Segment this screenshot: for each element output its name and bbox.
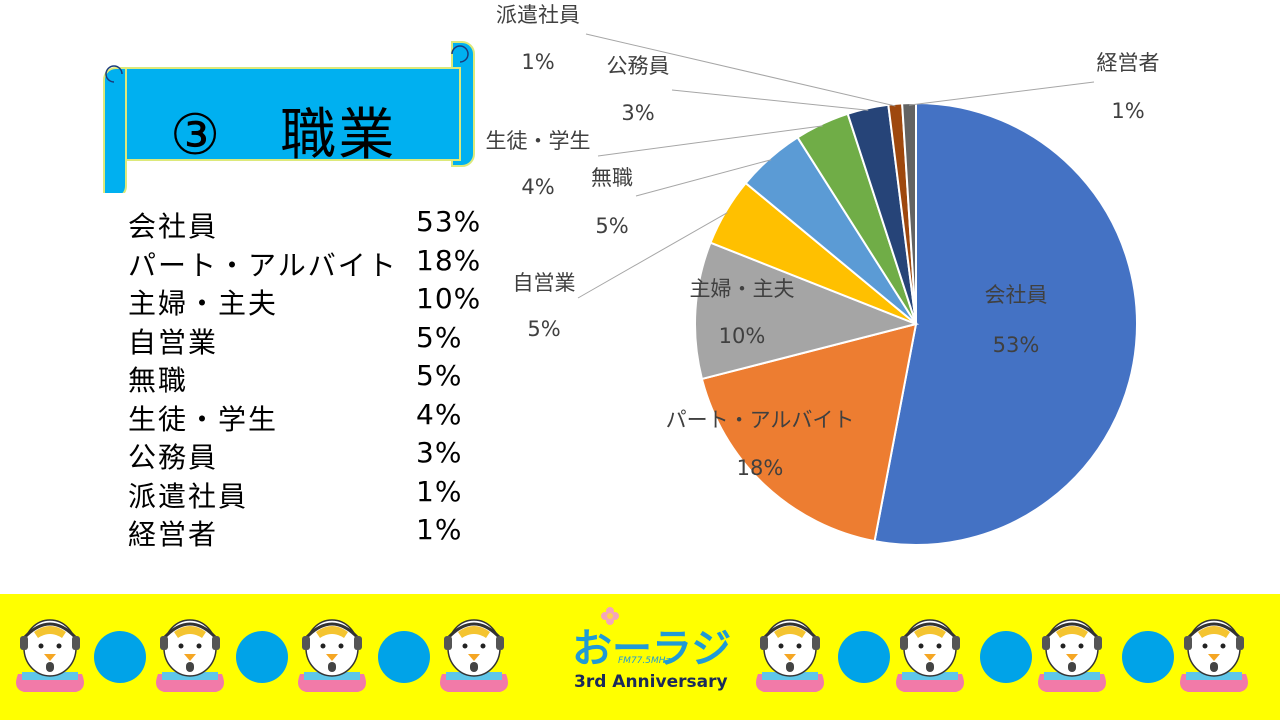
stats-label: パート・アルバイト: [128, 248, 398, 282]
leader-line: [671, 89, 869, 111]
page-title: ③ 職業: [170, 103, 397, 168]
leader-line: [635, 159, 772, 197]
stats-row: 主婦・主夫 10%: [128, 282, 488, 321]
leader-line: [577, 212, 728, 299]
slice-value: 18%: [737, 456, 784, 480]
logo-text: おーラジ: [572, 626, 732, 672]
pie-slice: [901, 101, 917, 325]
decorative-dot: [980, 631, 1032, 683]
stats-list: 会社員 53% パート・アルバイト 18% 主婦・主夫 10% 自営業 5% 無職 5% …: [128, 205, 488, 552]
stats-label: 経営者: [128, 518, 219, 551]
stats-label: 主婦・主夫: [128, 287, 279, 320]
logo-subtitle: 3rd Anniversary: [574, 672, 728, 692]
stats-value: 53%: [416, 205, 482, 238]
mascot-image: [892, 614, 968, 694]
stats-value: 3%: [416, 436, 463, 469]
slice-value: 53%: [993, 333, 1040, 357]
slice-value: 1%: [521, 50, 554, 74]
stats-row: 自営業 5%: [128, 321, 488, 360]
stats-value: 1%: [416, 474, 463, 508]
stats-value: 5%: [416, 359, 463, 392]
stats-row: 生徒・学生 4%: [128, 398, 488, 437]
stats-value: 1%: [416, 513, 463, 546]
stats-label: 派遣社員: [128, 479, 249, 513]
slice-value: 5%: [527, 317, 560, 341]
flower-icon: [601, 607, 619, 625]
decorative-dot: [378, 631, 430, 683]
leader-line: [597, 125, 823, 157]
slice-label: 公務員: [607, 54, 670, 78]
pie-chart: 会社員 53% パート・アルバイト 18% 主婦・主夫 10% 自営業 5% 無職 5% 生徒・学生…: [486, 3, 1160, 546]
stats-label: 無職: [128, 364, 189, 397]
mascot-image: [436, 614, 512, 694]
stats-row: 会社員 53%: [128, 205, 488, 244]
decorative-dot: [94, 631, 146, 683]
stats-label: 会社員: [128, 210, 219, 243]
stats-row: パート・アルバイト 18%: [128, 244, 488, 283]
mascot-image: [12, 614, 88, 694]
slice-label: パート・アルバイト: [666, 408, 855, 432]
footer-band: おーラジ FM77.5MHz 3rd Anniversary: [0, 594, 1280, 720]
stats-row: 経営者 1%: [128, 513, 488, 552]
slice-label: 自営業: [513, 271, 576, 295]
slice-label: 主婦・主夫: [690, 277, 795, 301]
stats-value: 18%: [416, 243, 482, 277]
logo-frequency: FM77.5MHz: [618, 656, 671, 666]
slice-value: 1%: [1111, 99, 1144, 123]
slice-value: 5%: [595, 214, 628, 238]
pie-slice: [873, 101, 1138, 546]
stats-row: 無職 5%: [128, 359, 488, 398]
slice-value: 3%: [621, 101, 654, 125]
slice-label: 生徒・学生: [486, 129, 591, 153]
slice-value: 4%: [521, 175, 554, 199]
mascot-image: [1034, 614, 1110, 694]
stats-value: 10%: [416, 282, 482, 315]
mascot-image: [752, 614, 828, 694]
decorative-dot: [838, 631, 890, 683]
slice-value: 10%: [719, 324, 766, 348]
decorative-dot: [236, 631, 288, 683]
slice-label: 無職: [591, 166, 633, 190]
mascot-image: [152, 614, 228, 694]
title-banner: ③ 職業: [100, 38, 480, 193]
leader-line: [909, 81, 1095, 106]
stats-value: 4%: [416, 397, 463, 431]
mascot-image: [1176, 614, 1252, 694]
stats-label: 公務員: [128, 441, 219, 474]
stats-row: 公務員 3%: [128, 436, 488, 475]
stats-value: 5%: [416, 320, 463, 354]
slice-label: 経営者: [1097, 51, 1160, 75]
decorative-dot: [1122, 631, 1174, 683]
stats-label: 生徒・学生: [128, 402, 279, 436]
scroll-banner-shape: [103, 41, 475, 193]
pie-slice: [700, 322, 918, 543]
mascot-image: [294, 614, 370, 694]
pie-slice: [694, 241, 920, 381]
slice-label: 派遣社員: [496, 3, 580, 27]
leader-line: [585, 33, 896, 107]
stats-row: 派遣社員 1%: [128, 475, 488, 514]
slice-label: 会社員: [985, 283, 1048, 307]
station-logo: おーラジ FM77.5MHz 3rd Anniversary: [566, 607, 731, 702]
stats-label: 自営業: [128, 325, 219, 359]
